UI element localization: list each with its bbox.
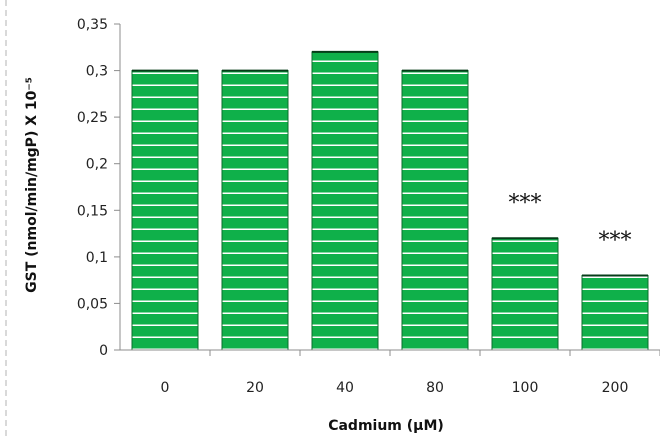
y-tick-label: 0,3 xyxy=(86,64,108,80)
bars-layer xyxy=(131,50,649,351)
y-tick-label: 0,35 xyxy=(77,17,108,33)
x-tick-label: 20 xyxy=(246,380,264,396)
y-tick-label: 0 xyxy=(99,343,108,359)
bar-0 xyxy=(131,70,199,351)
significance-annotation: *** xyxy=(509,191,542,216)
bar-100 xyxy=(491,237,559,351)
x-axis-title: Cadmium (µM) xyxy=(328,418,444,434)
y-tick-label: 0,1 xyxy=(86,250,108,266)
x-tick-label: 0 xyxy=(161,380,170,396)
y-tick-label: 0,25 xyxy=(77,110,108,126)
bar-80 xyxy=(401,70,469,351)
y-tick-label: 0,05 xyxy=(77,296,108,312)
y-axis-title: GST (nmol/min/mgP) X 10⁻⁵ xyxy=(24,77,40,293)
bar-40 xyxy=(311,51,379,351)
bar-20 xyxy=(221,70,289,351)
significance-annotation: *** xyxy=(599,229,632,254)
y-tick-label: 0,2 xyxy=(86,157,108,173)
labels-layer: 0 20 40 80 100 200 *** *** 0 0,05 0,1 0,15 0,2 0,25 0,… xyxy=(77,17,632,396)
x-tick-label: 100 xyxy=(512,380,539,396)
y-tick-label: 0,15 xyxy=(77,203,108,219)
x-tick-label: 80 xyxy=(426,380,444,396)
bar-200 xyxy=(581,275,649,351)
x-tick-label: 40 xyxy=(336,380,354,396)
x-tick-label: 200 xyxy=(602,380,629,396)
axes-layer xyxy=(114,23,660,356)
